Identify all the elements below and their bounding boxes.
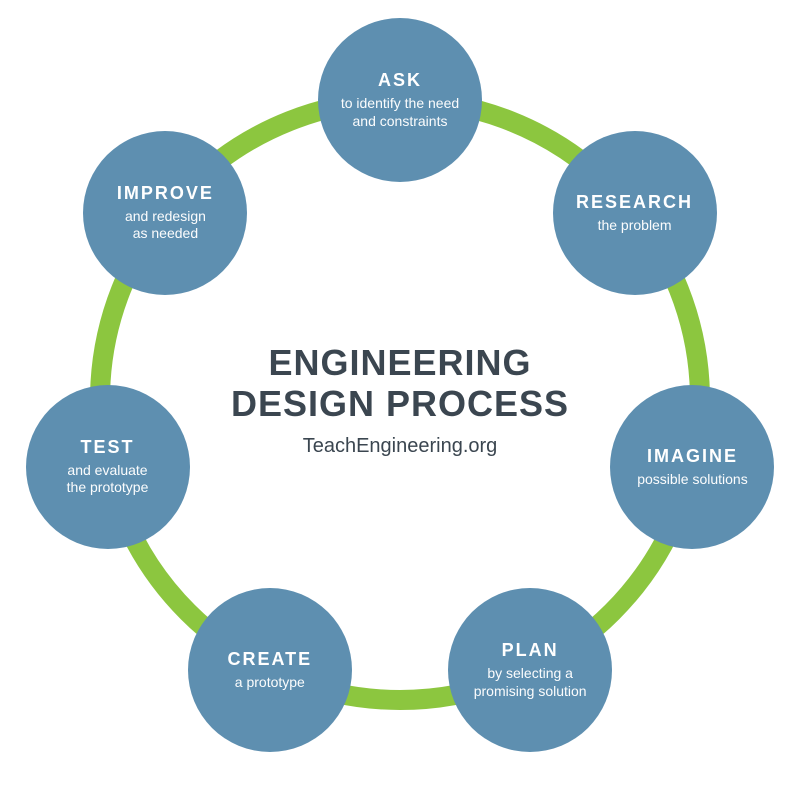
- node-subtitle: a prototype: [235, 674, 305, 692]
- node-title: CREATE: [227, 649, 312, 670]
- center-subtitle: TeachEngineering.org: [190, 435, 610, 458]
- node-subtitle: the problem: [598, 217, 672, 235]
- node-ask: ASK to identify the need and constraints: [318, 18, 482, 182]
- node-title: TEST: [81, 437, 135, 458]
- node-research: RESEARCH the problem: [553, 131, 717, 295]
- node-test: TEST and evaluate the prototype: [26, 385, 190, 549]
- node-title: IMPROVE: [117, 183, 214, 204]
- node-subtitle: by selecting a promising solution: [474, 665, 587, 700]
- node-subtitle: and redesign as needed: [125, 208, 206, 243]
- node-subtitle: to identify the need and constraints: [341, 95, 459, 130]
- node-title: IMAGINE: [647, 446, 738, 467]
- diagram-stage: ENGINEERING DESIGN PROCESS TeachEngineer…: [0, 0, 800, 800]
- node-subtitle: possible solutions: [637, 471, 748, 489]
- node-improve: IMPROVE and redesign as needed: [83, 131, 247, 295]
- node-title: RESEARCH: [576, 192, 693, 213]
- node-plan: PLAN by selecting a promising solution: [448, 588, 612, 752]
- node-imagine: IMAGINE possible solutions: [610, 385, 774, 549]
- node-title: PLAN: [502, 640, 559, 661]
- node-subtitle: and evaluate the prototype: [67, 462, 149, 497]
- node-create: CREATE a prototype: [188, 588, 352, 752]
- center-title-line2: DESIGN PROCESS: [231, 384, 569, 425]
- center-label: ENGINEERING DESIGN PROCESS TeachEngineer…: [190, 342, 610, 458]
- node-title: ASK: [378, 70, 422, 91]
- center-title: ENGINEERING DESIGN PROCESS: [190, 342, 610, 425]
- center-title-line1: ENGINEERING: [268, 342, 531, 383]
